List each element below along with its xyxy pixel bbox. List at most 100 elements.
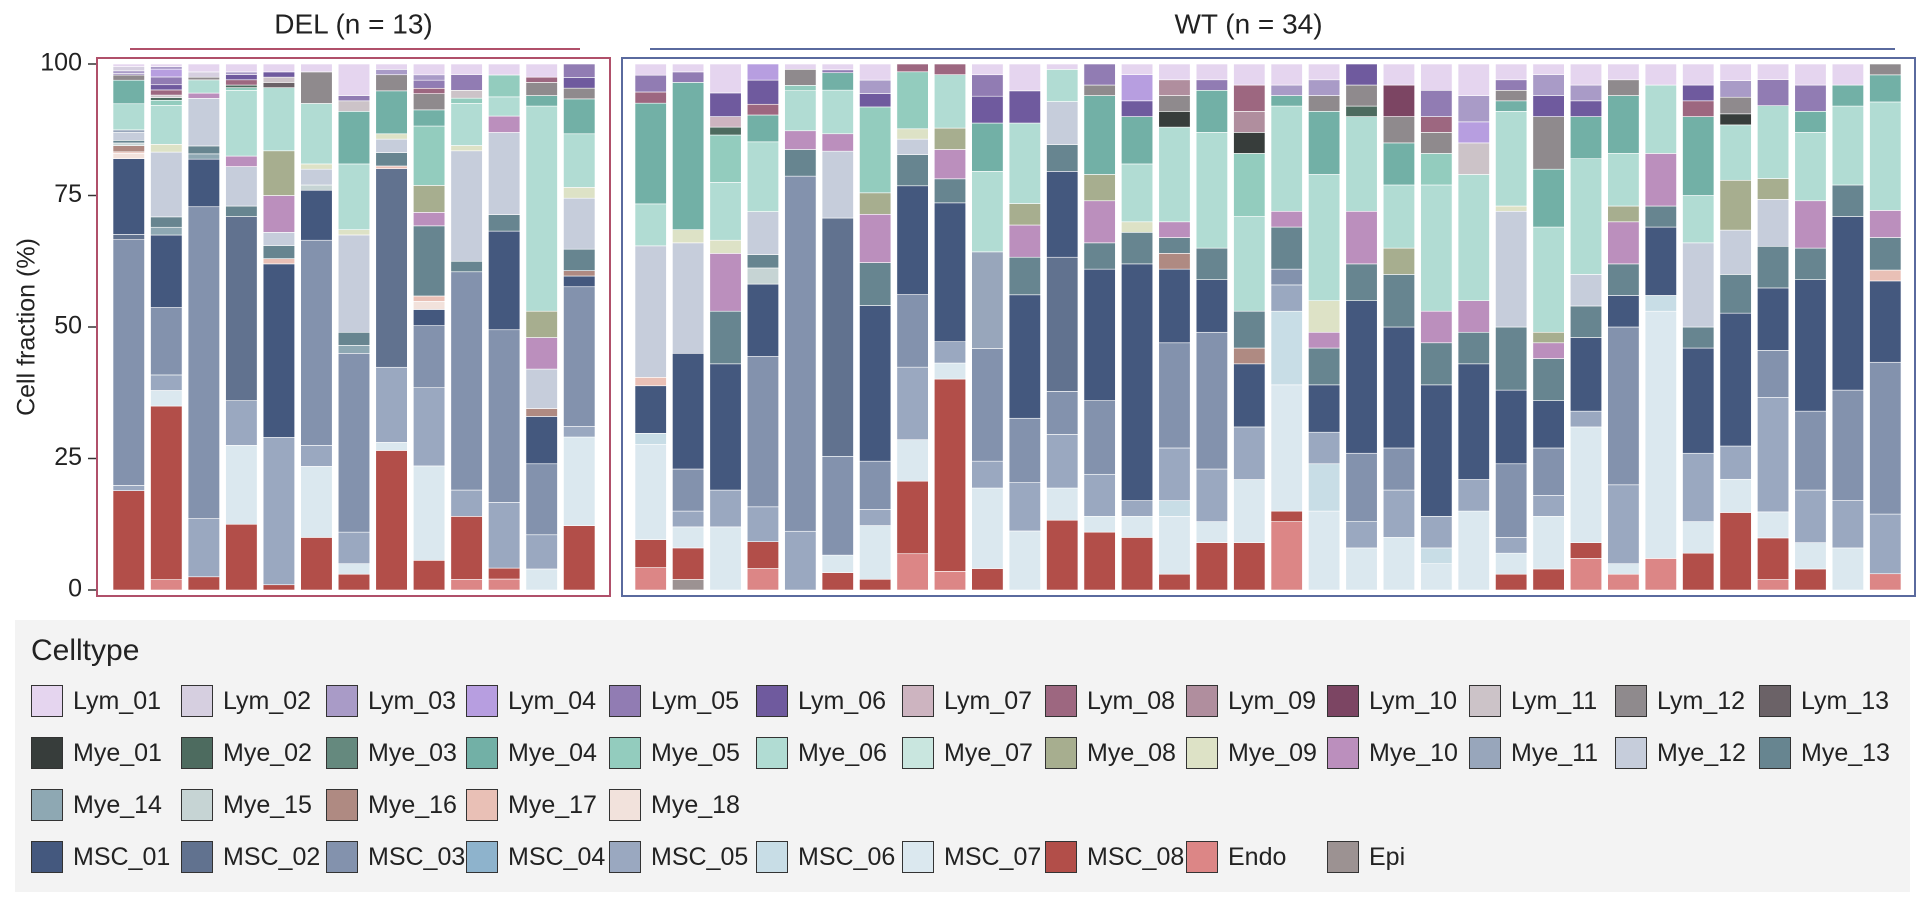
bar-segment-wt-6-msc_08 xyxy=(821,572,854,591)
bar-segment-del-9-lym_03 xyxy=(413,74,446,81)
bar-segment-del-7-mye_04 xyxy=(337,111,371,165)
bar-segment-del-2-lym_06 xyxy=(150,84,183,91)
bar-segment-wt-8-mye_05 xyxy=(896,71,929,130)
bar-segment-wt-14-msc_05 xyxy=(1121,500,1154,517)
bar-segment-wt-14-mye_09 xyxy=(1121,221,1154,233)
bar-segment-wt-6-msc_02 xyxy=(821,217,854,457)
bar-segment-del-5-lym_11 xyxy=(262,76,295,83)
bar-segment-del-1-mye_06 xyxy=(112,103,145,131)
legend-swatch xyxy=(181,685,213,717)
bar-segment-wt-27-endo xyxy=(1607,573,1640,591)
legend-swatch xyxy=(1327,841,1359,873)
bar-segment-wt-31-mye_08 xyxy=(1757,178,1790,200)
bar-segment-wt-16-lym_01 xyxy=(1195,63,1228,81)
bar-segment-del-8-msc_02 xyxy=(375,168,408,368)
bar-segment-wt-16-mye_13 xyxy=(1195,247,1228,280)
bar-segment-wt-15-lym_09 xyxy=(1158,79,1191,96)
bar-segment-wt-25-mye_10 xyxy=(1532,342,1565,359)
bar-segment-wt-17-mye_16 xyxy=(1233,347,1266,365)
bar-segment-del-11-mye_05 xyxy=(488,74,521,98)
legend-item-lym_06: Lym_06 xyxy=(756,682,886,720)
bar-segment-del-9-msc_08 xyxy=(413,560,446,591)
bar-segment-wt-28-mye_13 xyxy=(1644,205,1677,228)
legend-swatch xyxy=(1045,685,1077,717)
bar-segment-del-3-msc_01 xyxy=(187,158,220,208)
bar-segment-wt-20-mye_06 xyxy=(1345,116,1378,212)
bar-segment-wt-24-msc_07 xyxy=(1495,552,1528,575)
bar-segment-wt-19-mye_09 xyxy=(1308,300,1341,333)
bar-segment-wt-8-mye_13 xyxy=(896,154,929,187)
bar-segment-wt-12-lym_01 xyxy=(1046,63,1079,70)
bar-segment-wt-9-mye_08 xyxy=(933,127,967,150)
bar-segment-wt-33-msc_01 xyxy=(1831,216,1864,391)
bar-segment-wt-21-mye_04 xyxy=(1382,142,1415,186)
bar-segment-wt-25-msc_07 xyxy=(1532,516,1565,570)
bar-segment-wt-29-lym_06 xyxy=(1682,84,1715,102)
bar-segment-wt-19-mye_13 xyxy=(1308,347,1341,386)
bar-segment-wt-13-msc_05 xyxy=(1083,473,1116,517)
bar-segment-wt-23-msc_07 xyxy=(1457,510,1490,591)
bar-segment-wt-4-mye_06 xyxy=(746,141,779,212)
bar-segment-del-11-mye_06 xyxy=(488,96,521,117)
bar-segment-wt-27-mye_06 xyxy=(1607,153,1640,207)
bar-segment-del-10-lym_01 xyxy=(450,63,483,75)
legend-label: MSC_06 xyxy=(798,842,896,871)
legend-item-msc_05: MSC_05 xyxy=(609,838,748,876)
bar-segment-del-8-mye_09 xyxy=(375,133,408,140)
legend-label: MSC_02 xyxy=(223,842,321,871)
legend-label: Lym_07 xyxy=(944,686,1033,715)
legend-swatch xyxy=(1186,685,1218,717)
legend-swatch xyxy=(756,841,788,873)
bar-segment-del-12-mye_04 xyxy=(525,95,558,107)
bar-segment-del-5-mye_06 xyxy=(262,87,295,152)
legend-item-msc_06: MSC_06 xyxy=(756,838,895,876)
bar-segment-del-13-mye_12 xyxy=(563,197,596,250)
legend-label: Lym_06 xyxy=(798,686,887,715)
bar-segment-wt-27-lym_12 xyxy=(1607,79,1640,96)
bar-segment-del-4-msc_02 xyxy=(225,216,258,401)
legend-label: Mye_13 xyxy=(1801,738,1890,767)
legend-item-mye_15: Mye_15 xyxy=(181,786,312,824)
bar-segment-wt-12-msc_02 xyxy=(1046,256,1079,392)
bar-segment-del-11-msc_05 xyxy=(488,502,521,569)
legend-label: Lym_11 xyxy=(1511,686,1598,715)
legend-item-mye_08: Mye_08 xyxy=(1045,734,1176,772)
bar-segment-wt-19-lym_01 xyxy=(1308,63,1341,81)
bar-segment-wt-7-msc_01 xyxy=(859,305,892,462)
y-tick-label: 25 xyxy=(54,443,82,471)
bar-segment-wt-29-mye_13 xyxy=(1682,326,1715,349)
bar-segment-del-13-lym_05 xyxy=(563,63,596,78)
bar-segment-wt-34-endo xyxy=(1869,573,1902,591)
bar-segment-wt-24-mye_09 xyxy=(1495,205,1528,212)
bar-segment-del-6-mye_12 xyxy=(300,168,333,186)
bar-segment-del-4-mye_05 xyxy=(225,87,258,91)
bar-segment-wt-28-lym_01 xyxy=(1644,63,1677,86)
bar-segment-del-6-lym_12 xyxy=(300,71,333,104)
bar-segment-del-6-mye_06 xyxy=(300,103,333,165)
bar-segment-del-9-mye_13 xyxy=(413,225,446,297)
bar-segment-wt-13-mye_04 xyxy=(1083,95,1116,175)
bar-segment-wt-25-mye_04 xyxy=(1532,168,1565,228)
legend-label: Lym_13 xyxy=(1801,686,1890,715)
bar-segment-del-3-lym_12 xyxy=(187,76,220,81)
bar-segment-wt-20-msc_01 xyxy=(1345,300,1378,454)
legend-label: Lym_08 xyxy=(1087,686,1176,715)
bar-segment-del-12-mye_10 xyxy=(525,337,558,370)
bar-segment-del-3-msc_08 xyxy=(187,576,220,591)
bar-segment-del-10-lym_05 xyxy=(450,74,483,91)
bar-segment-del-10-mye_06 xyxy=(450,103,483,146)
bar-segment-wt-27-msc_07 xyxy=(1607,563,1640,575)
bar-segment-wt-14-mye_13 xyxy=(1121,232,1154,265)
legend-label: Mye_15 xyxy=(223,790,312,819)
bar-segment-wt-10-msc_08 xyxy=(971,568,1004,591)
legend-label: Mye_05 xyxy=(651,738,740,767)
legend-item-lym_12: Lym_12 xyxy=(1615,682,1745,720)
bar-segment-wt-5-lym_12 xyxy=(784,69,817,86)
bar-segment-wt-6-mye_12 xyxy=(821,150,854,219)
bar-segment-del-6-msc_01 xyxy=(300,189,333,241)
bar-segment-wt-8-msc_08 xyxy=(896,480,929,555)
bar-segment-del-11-mye_12 xyxy=(488,132,521,215)
bar-segment-wt-3-mye_13 xyxy=(709,310,742,365)
bar-segment-wt-33-mye_06 xyxy=(1831,105,1864,186)
bar-segment-wt-11-msc_05 xyxy=(1008,482,1041,532)
